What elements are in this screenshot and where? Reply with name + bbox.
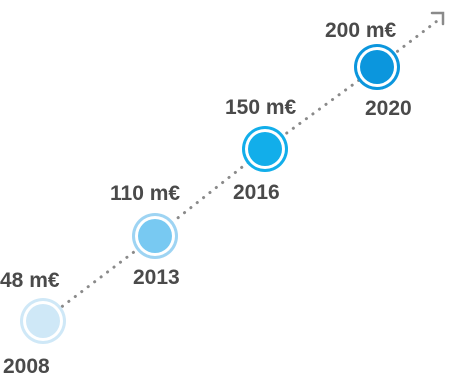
data-point-core: [360, 50, 394, 84]
data-point-2016: [242, 126, 288, 172]
year-label-2008: 2008: [3, 355, 50, 374]
data-point-2020: [354, 44, 400, 90]
value-label-2020: 200 m€: [325, 19, 397, 42]
value-label-2016: 150 m€: [225, 96, 297, 119]
value-label-2013: 110 m€: [110, 182, 180, 205]
data-point-2008: [20, 298, 66, 344]
labels-group: 48 m€ 110 m€ 150 m€ 200 m€ 2008 2013 2016 2020: [0, 19, 412, 378]
data-point-core: [138, 219, 172, 253]
year-label-2016: 2016: [233, 181, 280, 204]
data-point-2013: [132, 213, 178, 259]
data-points-group: [20, 44, 400, 344]
year-label-2020: 2020: [365, 97, 412, 120]
year-label-2013: 2013: [133, 266, 180, 289]
trend-line-group: [41, 11, 445, 323]
trend-line: [41, 16, 443, 323]
value-label-2008: 48 m€: [0, 269, 60, 292]
data-point-core: [26, 304, 60, 338]
data-point-core: [248, 132, 282, 166]
trend-arrow-icon: [430, 11, 445, 26]
